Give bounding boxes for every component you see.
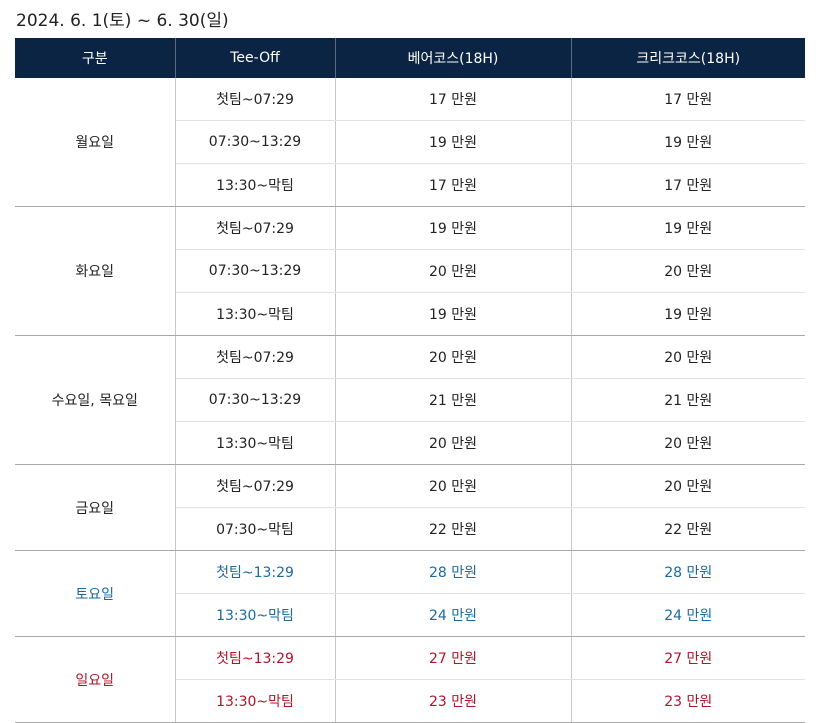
- tee-off-cell: 13:30~막팀: [175, 292, 336, 336]
- day-cell: 금요일: [15, 464, 176, 551]
- bear-price-cell: 19 만원: [335, 292, 572, 336]
- creek-price-cell: 19 만원: [571, 120, 805, 164]
- tee-off-cell: 13:30~막팀: [175, 421, 336, 465]
- table-row: 13:30~막팀 17 만원 17 만원: [15, 163, 805, 207]
- creek-price-cell: 20 만원: [571, 421, 805, 465]
- period-title: 2024. 6. 1(토) ~ 6. 30(일): [16, 11, 229, 31]
- creek-price-cell: 22 만원: [571, 507, 805, 551]
- table-row: 토요일 첫팀~13:29 28 만원 28 만원: [15, 550, 805, 637]
- bear-price-cell: 19 만원: [335, 120, 572, 164]
- tee-off-cell: 첫팀~07:29: [175, 78, 336, 121]
- creek-price-cell: 23 만원: [571, 679, 805, 723]
- table-row: 13:30~막팀 24 만원 24 만원: [15, 593, 805, 637]
- tee-off-cell: 07:30~13:29: [175, 120, 336, 164]
- tee-off-cell: 첫팀~13:29: [175, 550, 336, 594]
- tee-off-cell: 07:30~막팀: [175, 507, 336, 551]
- header-creek-course: 크리크코스(18H): [570, 38, 805, 78]
- creek-price-cell: 17 만원: [571, 78, 805, 121]
- bear-price-cell: 20 만원: [335, 249, 572, 293]
- bear-price-cell: 21 만원: [335, 378, 572, 422]
- creek-price-cell: 27 만원: [571, 636, 805, 680]
- day-cell: 토요일: [15, 550, 176, 637]
- day-cell: 화요일: [15, 206, 176, 336]
- tee-off-cell: 첫팀~07:29: [175, 335, 336, 379]
- bear-price-cell: 23 만원: [335, 679, 572, 723]
- table-header-row: 구분 Tee-Off 베어코스(18H) 크리크코스(18H): [15, 38, 805, 78]
- bear-price-cell: 22 만원: [335, 507, 572, 551]
- day-cell: 수요일, 목요일: [15, 335, 176, 465]
- creek-price-cell: 20 만원: [571, 335, 805, 379]
- green-fee-table: 구분 Tee-Off 베어코스(18H) 크리크코스(18H) 월요일 첫팀~07…: [15, 38, 805, 723]
- creek-price-cell: 19 만원: [571, 292, 805, 336]
- bear-price-cell: 20 만원: [335, 421, 572, 465]
- table-row: 07:30~13:29 19 만원 19 만원: [15, 120, 805, 164]
- table-row: 일요일 첫팀~13:29 27 만원 27 만원: [15, 636, 805, 723]
- bear-price-cell: 17 만원: [335, 78, 572, 121]
- table-row: 수요일, 목요일 첫팀~07:29 20 만원 20 만원: [15, 335, 805, 465]
- tee-off-cell: 07:30~13:29: [175, 249, 336, 293]
- day-cell: 월요일: [15, 78, 176, 207]
- table-row: 금요일 첫팀~07:29 20 만원 20 만원: [15, 464, 805, 551]
- creek-price-cell: 24 만원: [571, 593, 805, 637]
- header-category: 구분: [15, 38, 175, 78]
- table-row: 07:30~13:29 21 만원 21 만원: [15, 378, 805, 422]
- tee-off-cell: 첫팀~13:29: [175, 636, 336, 680]
- page: 2024. 6. 1(토) ~ 6. 30(일) 구분 Tee-Off 베어코스…: [15, 11, 805, 723]
- tee-off-cell: 07:30~13:29: [175, 378, 336, 422]
- table-row: 월요일 첫팀~07:29 17 만원 17 만원: [15, 78, 805, 207]
- day-cell: 일요일: [15, 636, 176, 723]
- creek-price-cell: 20 만원: [571, 464, 805, 508]
- bear-price-cell: 20 만원: [335, 464, 572, 508]
- tee-off-cell: 첫팀~07:29: [175, 464, 336, 508]
- creek-price-cell: 21 만원: [571, 378, 805, 422]
- creek-price-cell: 17 만원: [571, 163, 805, 207]
- table-row: 07:30~막팀 22 만원 22 만원: [15, 507, 805, 551]
- table-row: 07:30~13:29 20 만원 20 만원: [15, 249, 805, 293]
- tee-off-cell: 13:30~막팀: [175, 679, 336, 723]
- creek-price-cell: 19 만원: [571, 206, 805, 250]
- table-body: 월요일 첫팀~07:29 17 만원 17 만원 07:30~13:29 19 만원 19 …: [15, 78, 805, 723]
- bear-price-cell: 27 만원: [335, 636, 572, 680]
- tee-off-cell: 첫팀~07:29: [175, 206, 336, 250]
- bear-price-cell: 24 만원: [335, 593, 572, 637]
- table-row: 13:30~막팀 20 만원 20 만원: [15, 421, 805, 465]
- tee-off-cell: 13:30~막팀: [175, 593, 336, 637]
- header-tee-off: Tee-Off: [174, 38, 335, 78]
- tee-off-cell: 13:30~막팀: [175, 163, 336, 207]
- header-bear-course: 베어코스(18H): [334, 38, 571, 78]
- bear-price-cell: 19 만원: [335, 206, 572, 250]
- bear-price-cell: 20 만원: [335, 335, 572, 379]
- bear-price-cell: 17 만원: [335, 163, 572, 207]
- table-row: 13:30~막팀 19 만원 19 만원: [15, 292, 805, 336]
- creek-price-cell: 28 만원: [571, 550, 805, 594]
- table-row: 화요일 첫팀~07:29 19 만원 19 만원: [15, 206, 805, 336]
- bear-price-cell: 28 만원: [335, 550, 572, 594]
- creek-price-cell: 20 만원: [571, 249, 805, 293]
